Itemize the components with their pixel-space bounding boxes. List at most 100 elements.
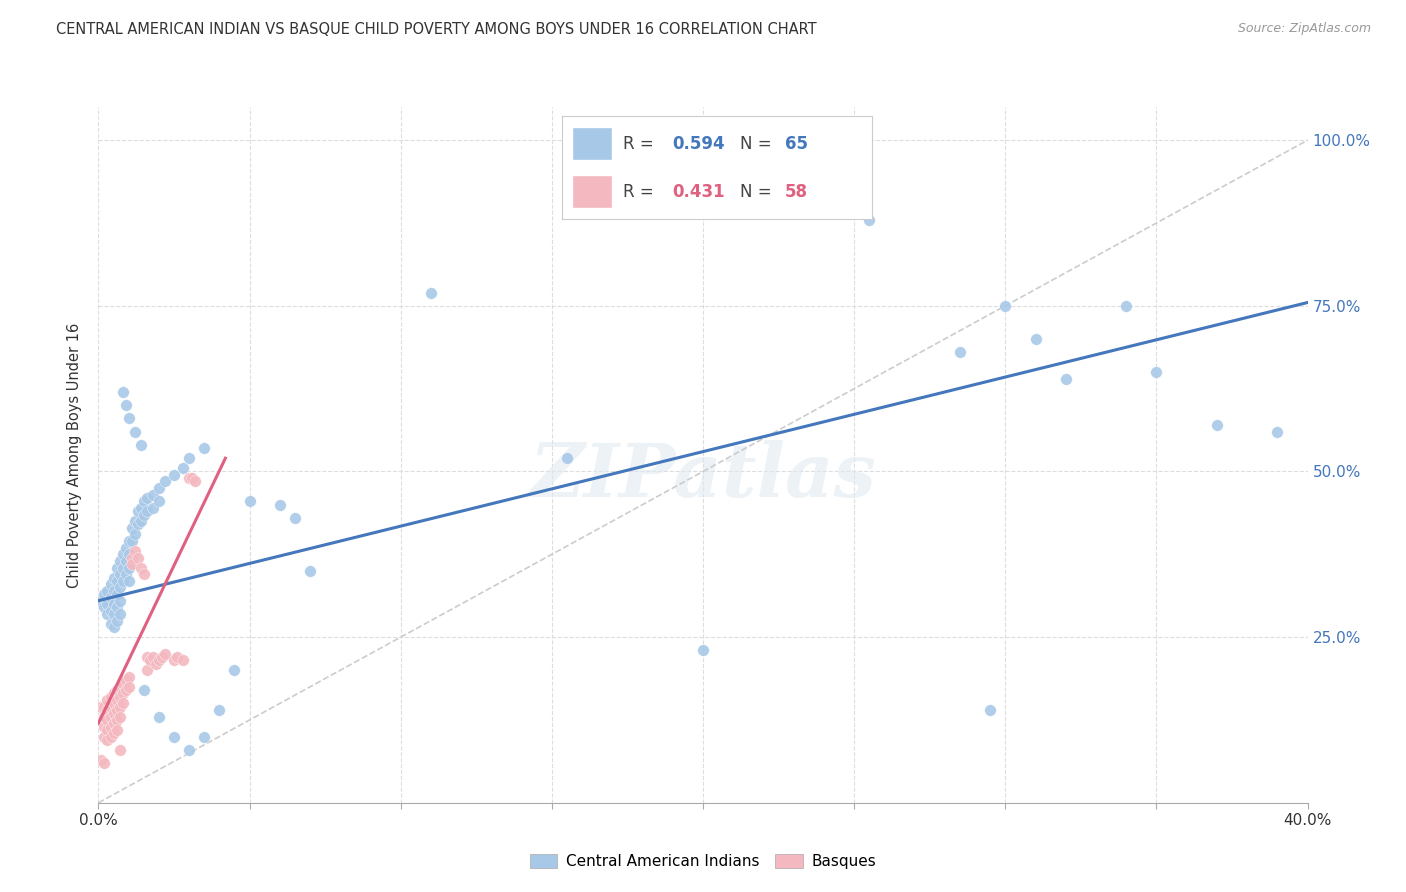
Point [96, 732, 118, 747]
Point [132, 494, 155, 508]
Point [96, 723, 118, 737]
Point [103, 716, 125, 731]
Point [118, 534, 141, 549]
Point [114, 673, 136, 688]
Point [813, 133, 835, 147]
Point [132, 508, 155, 522]
Point [100, 604, 122, 618]
Point [118, 574, 141, 588]
Point [179, 743, 201, 757]
Point [121, 558, 143, 572]
Point [96, 713, 118, 727]
Point [1054, 372, 1077, 386]
Point [114, 554, 136, 568]
Point [139, 653, 162, 667]
Point [284, 511, 307, 525]
Point [114, 683, 136, 698]
Point [135, 491, 157, 505]
Text: R =: R = [623, 183, 659, 201]
Point [108, 554, 131, 568]
Point [1144, 365, 1167, 379]
Point [103, 697, 125, 711]
Point [93, 699, 115, 714]
Point [142, 488, 165, 502]
Point [90, 699, 112, 714]
Point [1267, 425, 1289, 439]
Point [949, 345, 972, 359]
Point [172, 653, 194, 667]
Point [100, 699, 122, 714]
Point [105, 703, 128, 717]
Point [150, 650, 173, 665]
Point [118, 411, 141, 425]
Point [555, 451, 578, 466]
Point [145, 657, 167, 671]
Point [148, 653, 170, 667]
Point [105, 693, 128, 707]
Point [121, 550, 143, 565]
Point [93, 600, 115, 615]
Text: N =: N = [741, 183, 778, 201]
Point [111, 547, 134, 561]
Point [118, 680, 141, 694]
Point [224, 663, 246, 677]
Point [111, 560, 134, 574]
Point [118, 547, 141, 561]
Point [105, 713, 128, 727]
Point [184, 475, 207, 489]
Point [93, 720, 115, 734]
Text: N =: N = [741, 135, 778, 153]
Point [105, 683, 128, 698]
Point [153, 647, 176, 661]
Point [135, 504, 157, 518]
Point [148, 494, 170, 508]
Point [103, 570, 125, 584]
Point [108, 699, 131, 714]
Point [114, 398, 136, 412]
Point [148, 481, 170, 495]
Point [121, 521, 143, 535]
Point [111, 574, 134, 588]
Point [100, 616, 122, 631]
Point [127, 517, 149, 532]
Point [121, 534, 143, 549]
Point [132, 567, 155, 582]
Point [111, 676, 134, 690]
Point [129, 500, 152, 515]
Point [103, 620, 125, 634]
Point [994, 299, 1017, 313]
Point [93, 730, 115, 744]
Text: 58: 58 [785, 183, 808, 201]
Point [239, 494, 262, 508]
Point [96, 693, 118, 707]
Point [118, 560, 141, 574]
Text: CENTRAL AMERICAN INDIAN VS BASQUE CHILD POVERTY AMONG BOYS UNDER 16 CORRELATION : CENTRAL AMERICAN INDIAN VS BASQUE CHILD … [56, 22, 817, 37]
Point [100, 577, 122, 591]
Point [103, 686, 125, 700]
Text: 0.594: 0.594 [672, 135, 725, 153]
Point [1115, 299, 1137, 313]
Text: 0.431: 0.431 [672, 183, 725, 201]
Point [979, 703, 1001, 717]
Point [93, 756, 115, 770]
Point [108, 680, 131, 694]
Point [858, 212, 880, 227]
FancyBboxPatch shape [572, 128, 612, 160]
Point [111, 697, 134, 711]
Point [103, 706, 125, 721]
Point [127, 550, 149, 565]
Point [208, 703, 231, 717]
Text: 65: 65 [785, 135, 808, 153]
Point [132, 683, 155, 698]
Point [90, 593, 112, 607]
Point [111, 686, 134, 700]
Point [299, 564, 322, 578]
Point [129, 514, 152, 528]
Point [105, 574, 128, 588]
Point [100, 720, 122, 734]
Point [163, 730, 186, 744]
Point [103, 597, 125, 611]
Text: R =: R = [623, 135, 659, 153]
Point [96, 597, 118, 611]
Point [172, 461, 194, 475]
